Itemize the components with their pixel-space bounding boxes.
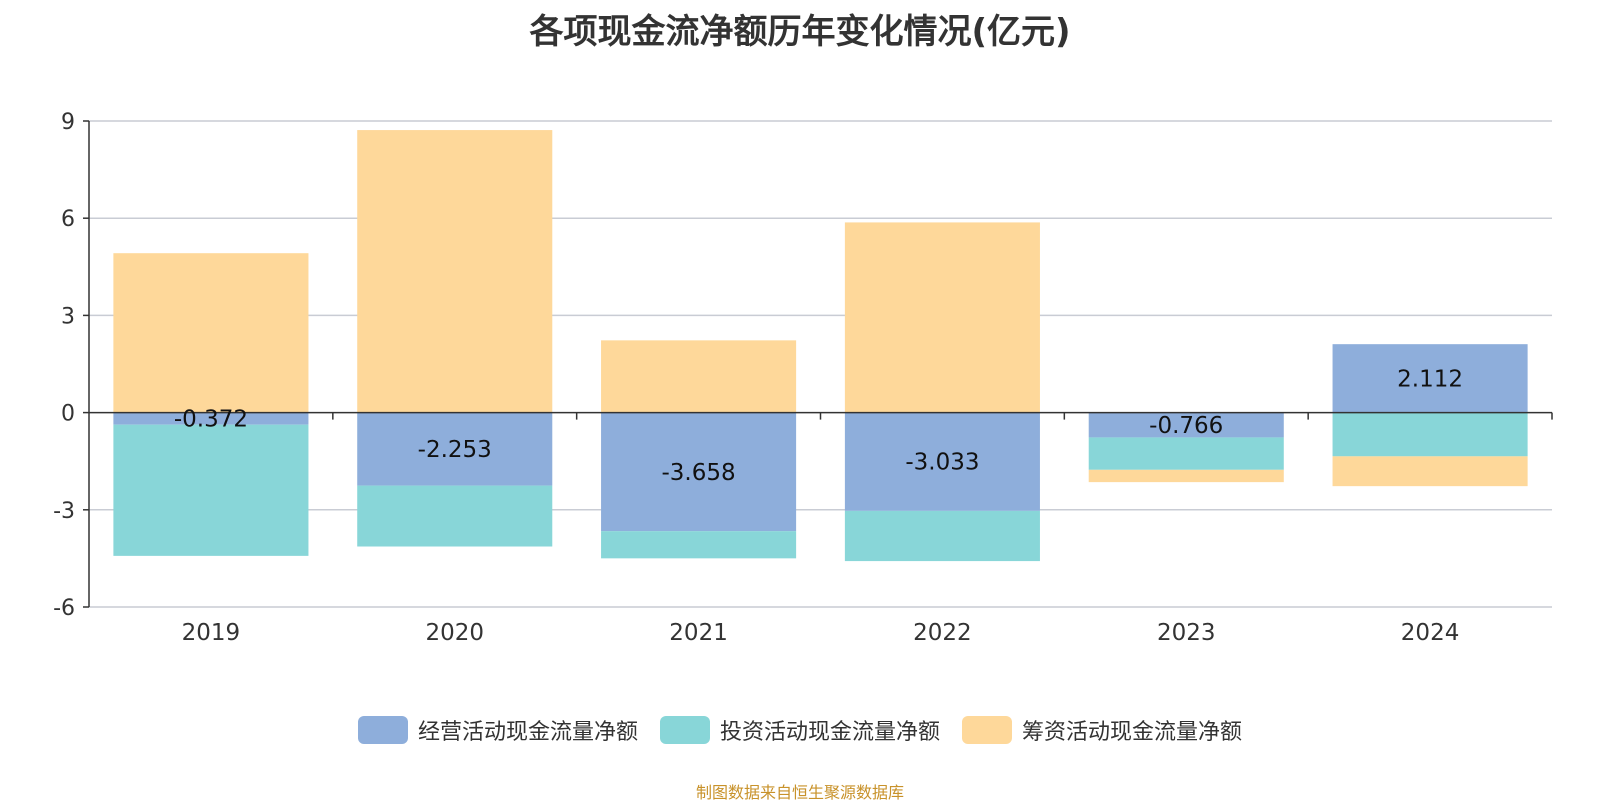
data-label-2022: -3.033: [905, 450, 979, 476]
y-tick-label: 9: [61, 110, 75, 135]
x-tick-label: 2020: [425, 620, 484, 646]
bar-2023-series-2: [1088, 469, 1284, 483]
data-label-2023: -0.766: [1149, 413, 1223, 439]
bar-2024-series-1: [1332, 412, 1528, 457]
bar-2023-series-0: [1088, 412, 1284, 438]
legend-item[interactable]: 筹资活动现金流量净额: [962, 714, 1242, 746]
bar-2024-series-0: [1332, 344, 1528, 413]
bar-2022-series-2: [844, 222, 1040, 413]
axes: -6 -3 0 3 6 9 2019 2020 2021 2022 2023 2024: [53, 110, 1553, 646]
bar-2020-series-0: [357, 412, 553, 486]
legend-item[interactable]: 经营活动现金流量净额: [357, 714, 638, 746]
y-tick-label: -3: [53, 499, 75, 524]
y-tick-label: 0: [61, 402, 75, 427]
x-tick-label: 2024: [1401, 620, 1460, 646]
bars: [113, 130, 1528, 562]
data-label-2024: 2.112: [1397, 366, 1463, 392]
legend: 经营活动现金流量净额 投资活动现金流量净额 筹资活动现金流量净额: [0, 714, 1600, 746]
bar-2019-series-1: [113, 424, 309, 556]
bar-2021-series-0: [601, 412, 797, 532]
data-label-2020: -2.253: [418, 437, 492, 463]
bar-2021-series-1: [601, 531, 797, 559]
bar-2024-series-2: [1332, 456, 1528, 487]
legend-label: 经营活动现金流量净额: [417, 720, 638, 745]
source-note: 制图数据来自恒生聚源数据库: [695, 783, 904, 802]
bar-2020-series-1: [357, 485, 553, 547]
bar-2023-series-1: [1088, 437, 1284, 470]
legend-swatch: [962, 716, 1012, 744]
x-tick-label: 2021: [669, 620, 728, 646]
legend-item[interactable]: 投资活动现金流量净额: [659, 714, 940, 746]
x-tick-label: 2022: [913, 620, 972, 646]
x-tick-label: 2023: [1157, 620, 1216, 646]
chart-title: 各项现金流净额历年变化情况(亿元): [529, 12, 1071, 52]
bar-2019-series-2: [113, 253, 309, 413]
legend-label: 投资活动现金流量净额: [719, 720, 940, 745]
y-tick-label: 3: [61, 304, 75, 329]
legend-swatch: [357, 716, 408, 744]
bar-2021-series-2: [601, 340, 797, 413]
bar-2019-series-0: [113, 412, 309, 425]
legend-label: 筹资活动现金流量净额: [1022, 720, 1243, 745]
bar-2022-series-0: [844, 412, 1040, 511]
bar-2020-series-2: [357, 130, 553, 413]
bar-2022-series-1: [844, 510, 1040, 562]
data-label-2021: -3.658: [662, 460, 736, 486]
grid-lines: [89, 120, 1552, 608]
x-tick-label: 2019: [182, 620, 241, 646]
data-labels: -0.372 -2.253 -3.658 -3.033 -0.766 2.112: [174, 366, 1463, 485]
legend-swatch: [659, 716, 710, 744]
y-tick-label: 6: [61, 207, 75, 232]
data-label-2019: -0.372: [174, 407, 248, 433]
y-tick-label: -6: [53, 596, 75, 621]
